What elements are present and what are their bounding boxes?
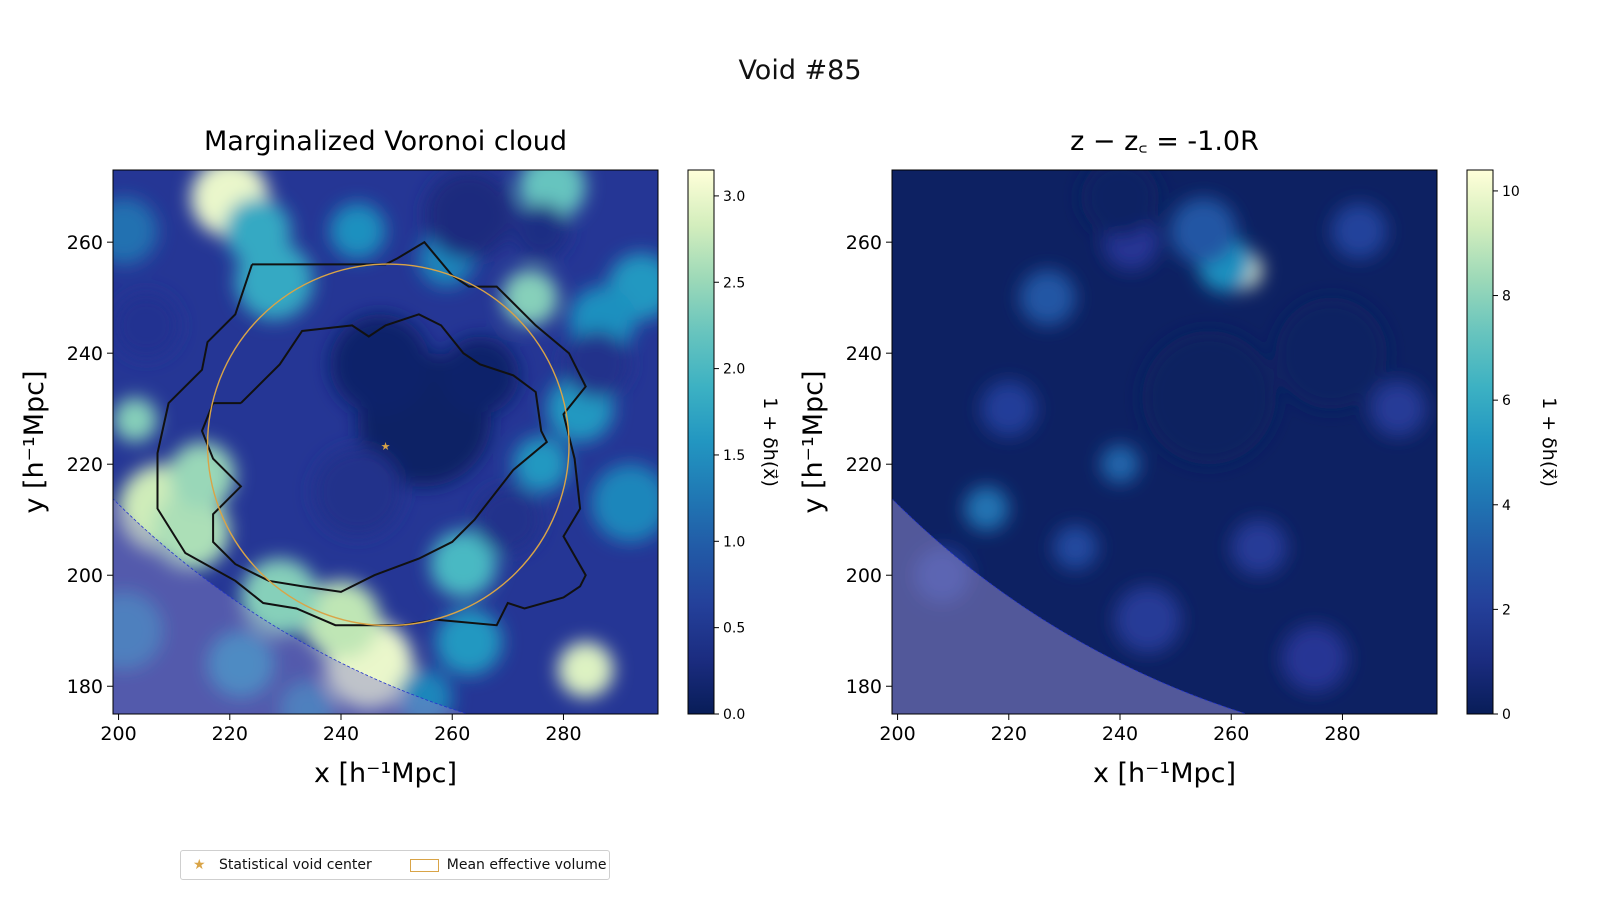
x-tick-label: 240: [1102, 723, 1138, 745]
density-blob: [424, 170, 514, 259]
outside-shading: [113, 170, 658, 714]
density-blob: [502, 269, 558, 326]
density-blob: [224, 197, 291, 265]
density-blob: [474, 486, 542, 554]
density-blob: [329, 203, 386, 259]
x-tick-label: 200: [879, 723, 915, 745]
y-tick-label: 180: [846, 676, 882, 698]
colorbar-label: 1 + δh(x⃗): [759, 397, 781, 487]
density-blob: [151, 491, 230, 570]
axes-frame: [891, 169, 1438, 715]
density-field: [892, 170, 1437, 714]
density-blob: [396, 669, 453, 714]
density-blob: [313, 447, 403, 537]
legend: ★ Statistical void center Mean effective…: [180, 850, 610, 880]
void-center-star-icon: ★: [193, 857, 206, 873]
colorbar-tick-label: 0.0: [723, 707, 745, 723]
density-blob: [113, 292, 180, 359]
density-blob: [329, 314, 430, 415]
colorbar: [1466, 169, 1494, 715]
y-tick-label: 180: [67, 676, 103, 698]
y-tick-label: 200: [67, 565, 103, 587]
y-tick-label: 200: [846, 565, 882, 587]
colorbar-tick-label: 0.5: [723, 621, 745, 637]
inner-contour-line: [200, 313, 549, 593]
y-tick-label: 240: [846, 343, 882, 365]
axes-frame: [112, 169, 659, 715]
density-blob: [113, 197, 158, 265]
colorbar-tick-label: 1.5: [723, 448, 745, 464]
density-blobs: [113, 170, 658, 714]
density-blob: [563, 330, 631, 398]
colorbar-label: 1 + δh(x⃗): [1538, 397, 1560, 487]
colorbar-tick-label: 0: [1502, 707, 1511, 723]
colorbar-tick-label: 2.0: [723, 362, 745, 378]
y-tick-label: 240: [67, 343, 103, 365]
x-axis-label: x [h⁻¹Mpc]: [314, 758, 457, 789]
colorbar-tick-label: 3.0: [723, 189, 745, 205]
y-tick-label: 220: [67, 454, 103, 476]
x-tick-label: 220: [991, 723, 1027, 745]
colorbar-tick-label: 2: [1502, 602, 1511, 618]
x-tick-label: 260: [434, 723, 470, 745]
density-blob: [557, 641, 614, 698]
panel-1: ★ 200 220 240 260 280 180 200 220 240 260 Marginali…: [19, 126, 781, 789]
y-axis-label: y [h⁻¹Mpc]: [798, 370, 829, 513]
y-tick-label: 260: [67, 232, 103, 254]
density-blob: [441, 336, 519, 415]
x-tick-label: 220: [212, 723, 248, 745]
outer-contour-line: [156, 240, 587, 627]
mean-volume-circle: [206, 263, 570, 627]
y-tick-label: 260: [846, 232, 882, 254]
density-blob: [279, 680, 336, 714]
density-blob: [591, 464, 658, 542]
colorbar-tick-label: 2.5: [723, 275, 745, 291]
legend-label-mean-volume: Mean effective volume: [446, 857, 607, 873]
colorbar-tick-label: 4: [1502, 498, 1511, 514]
density-blob: [113, 397, 158, 443]
density-blob: [113, 591, 164, 670]
x-tick-label: 240: [323, 723, 359, 745]
mean-volume-swatch-icon: [409, 858, 439, 872]
colorbar: [687, 169, 715, 715]
colorbar-tick-label: 8: [1502, 289, 1511, 305]
x-tick-label: 280: [1324, 723, 1360, 745]
x-tick-label: 200: [100, 723, 136, 745]
x-tick-label: 280: [545, 723, 581, 745]
density-field: ★: [113, 170, 658, 714]
colorbar-tick-label: 1.0: [723, 534, 745, 550]
density-blob: [168, 441, 236, 509]
density-blob: [429, 530, 497, 598]
void-center-star: ★: [381, 440, 391, 453]
legend-label-void-center: Statistical void center: [219, 857, 372, 873]
outside-shading: [892, 170, 1437, 714]
density-blob: [513, 436, 570, 493]
density-blob: [513, 203, 570, 259]
x-tick-label: 260: [1213, 723, 1249, 745]
x-axis-label: x [h⁻¹Mpc]: [1093, 758, 1236, 789]
colorbar-tick-label: 6: [1502, 393, 1511, 409]
panel-title: z − z꜀ = -1.0R: [1070, 126, 1259, 157]
y-axis-label: y [h⁻¹Mpc]: [19, 370, 50, 513]
y-tick-label: 220: [846, 454, 882, 476]
colorbar-tick-label: 10: [1502, 184, 1520, 200]
figure-suptitle: Void #85: [738, 55, 862, 86]
density-blob: [207, 630, 275, 698]
panel-title: Marginalized Voronoi cloud: [204, 126, 567, 157]
